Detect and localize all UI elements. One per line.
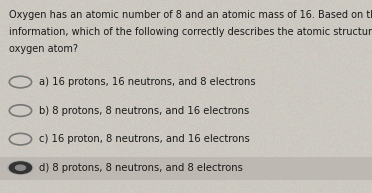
Text: b) 8 protons, 8 neutrons, and 16 electrons: b) 8 protons, 8 neutrons, and 16 electro…	[39, 106, 249, 116]
Bar	[0, 157, 372, 180]
Circle shape	[16, 165, 25, 170]
Text: Oxygen has an atomic number of 8 and an atomic mass of 16. Based on this: Oxygen has an atomic number of 8 and an …	[9, 10, 372, 20]
Text: d) 8 protons, 8 neutrons, and 8 electrons: d) 8 protons, 8 neutrons, and 8 electron…	[39, 163, 243, 173]
Circle shape	[9, 105, 32, 116]
Circle shape	[9, 76, 32, 88]
Circle shape	[9, 133, 32, 145]
Circle shape	[9, 162, 32, 174]
Circle shape	[8, 161, 33, 174]
Text: information, which of the following correctly describes the atomic structure of : information, which of the following corr…	[9, 27, 372, 37]
Text: c) 16 proton, 8 neutrons, and 16 electrons: c) 16 proton, 8 neutrons, and 16 electro…	[39, 134, 250, 144]
Text: oxygen atom?: oxygen atom?	[9, 44, 78, 54]
Text: a) 16 protons, 16 neutrons, and 8 electrons: a) 16 protons, 16 neutrons, and 8 electr…	[39, 77, 256, 87]
